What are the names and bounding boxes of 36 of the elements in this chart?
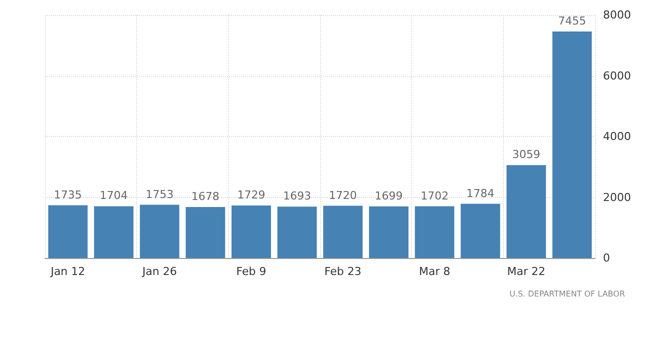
y-tick-label: 2000 xyxy=(603,190,631,204)
y-tick-label: 6000 xyxy=(603,69,631,82)
data-label: 1704 xyxy=(100,189,128,202)
bar xyxy=(323,206,363,258)
y-tick-label: 4000 xyxy=(603,130,631,143)
bar xyxy=(186,207,226,258)
y-tick-label: 0 xyxy=(603,252,610,264)
data-label: 1699 xyxy=(374,189,403,202)
x-tick-label: Jan 12 xyxy=(50,265,86,278)
x-tick-label: Mar 8 xyxy=(418,265,450,278)
data-label: 1720 xyxy=(328,188,357,202)
data-label: 1753 xyxy=(146,188,174,201)
data-label: 1702 xyxy=(420,189,449,202)
x-tick-label: Feb 9 xyxy=(236,265,266,278)
bar xyxy=(94,206,134,258)
bar xyxy=(552,32,592,258)
bar xyxy=(232,205,271,258)
bar xyxy=(48,205,88,258)
text: U.S. DEPARTMENT OF LABOR xyxy=(509,290,626,298)
data-label: 1693 xyxy=(283,190,312,203)
data-label: 3059 xyxy=(512,148,540,162)
data-label: 7455 xyxy=(558,14,586,28)
data-label: 1735 xyxy=(54,188,82,202)
bar xyxy=(414,206,454,258)
data-label: 1729 xyxy=(237,188,266,202)
bar xyxy=(369,206,408,258)
y-tick-label: 8000 xyxy=(603,8,631,22)
x-tick-label: Feb 23 xyxy=(324,265,362,278)
x-tick-label: Mar 22 xyxy=(507,265,546,278)
bar xyxy=(277,206,317,258)
bar xyxy=(506,165,546,258)
data-label: 1678 xyxy=(191,190,220,204)
bar xyxy=(460,204,500,258)
data-label: 1784 xyxy=(466,186,494,200)
bar xyxy=(140,204,180,258)
x-tick-label: Jan 26 xyxy=(141,265,177,278)
